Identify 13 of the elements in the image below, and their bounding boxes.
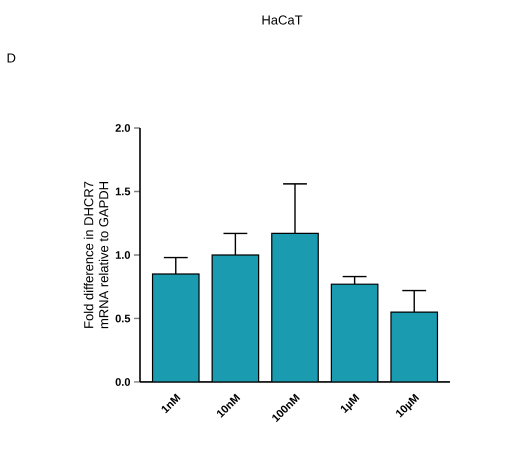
y-tick-label: 1.0 [116, 251, 130, 259]
bar [212, 254, 260, 382]
chart-title: HaCaT [262, 15, 302, 25]
y-tick-label: 2.0 [116, 124, 130, 132]
bar [271, 232, 319, 382]
y-axis-title: Fold difference in DHCR7 mRNA relative to GAPDH [84, 182, 108, 328]
y-tick-label: 0.5 [116, 314, 130, 322]
y-tick-label: 0.0 [116, 378, 130, 386]
bar [152, 273, 200, 382]
bar [330, 284, 378, 382]
text: D [8, 54, 16, 62]
y-tick-label: 1.5 [116, 188, 130, 196]
bar [390, 312, 438, 382]
